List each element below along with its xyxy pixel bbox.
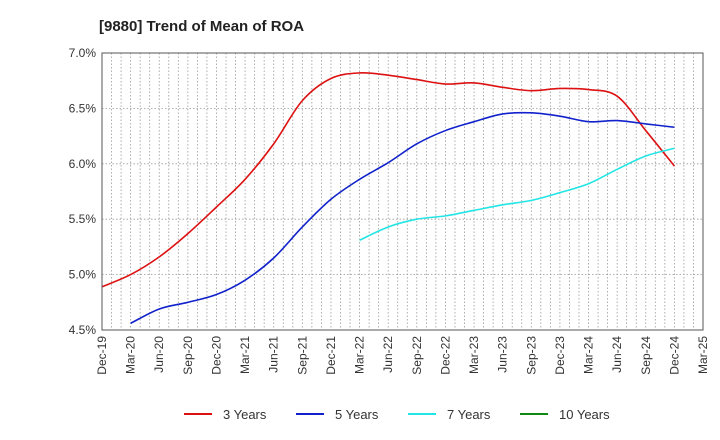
y-tick-label: 6.0% — [69, 157, 97, 171]
chart-title: [9880] Trend of Mean of ROA — [99, 18, 304, 35]
series-line-7-years — [359, 147, 675, 241]
y-tick-label: 4.5% — [69, 323, 97, 337]
y-tick-label: 5.0% — [69, 268, 97, 282]
x-tick-label: Sep-24 — [639, 336, 653, 375]
x-tick-label: Jun-23 — [496, 336, 510, 373]
x-tick-label: Mar-22 — [353, 336, 367, 374]
x-tick-label: Dec-23 — [553, 336, 567, 375]
x-tick-label: Mar-23 — [467, 336, 481, 374]
grid-lines — [102, 52, 703, 331]
x-tick-label: Mar-25 — [696, 336, 710, 374]
y-tick-label: 5.5% — [69, 212, 97, 226]
series-lines — [101, 72, 676, 325]
x-tick-label: Dec-24 — [667, 336, 681, 375]
legend-label-7-years: 7 Years — [447, 407, 491, 422]
legend-label-5-years: 5 Years — [335, 407, 379, 422]
x-tick-label: Sep-20 — [181, 336, 195, 375]
series-line-5-years — [130, 111, 675, 325]
x-tick-label: Dec-21 — [324, 336, 338, 375]
series-line-3-years — [101, 72, 676, 288]
x-tick-label: Sep-23 — [524, 336, 538, 375]
x-axis-ticks: Dec-19 Mar-20 Jun-20 Sep-20 Dec-20 Mar-21 Jun-… — [95, 336, 710, 375]
y-tick-label: 7.0% — [69, 46, 97, 60]
x-tick-label: Jun-22 — [381, 336, 395, 373]
y-axis-ticks: 4.5% 5.0% 5.5% 6.0% 6.5% 7.0% — [69, 46, 97, 337]
x-tick-label: Dec-22 — [438, 336, 452, 375]
x-tick-label: Mar-21 — [238, 336, 252, 374]
x-tick-label: Sep-22 — [410, 336, 424, 375]
x-tick-label: Dec-20 — [209, 336, 223, 375]
plot-frame — [101, 52, 704, 331]
legend: 3 Years 5 Years 7 Years 10 Years — [184, 407, 610, 422]
x-tick-label: Jun-20 — [152, 336, 166, 373]
y-tick-label: 6.5% — [69, 101, 97, 115]
x-tick-label: Sep-21 — [295, 336, 309, 375]
x-tick-label: Jun-21 — [267, 336, 281, 373]
legend-label-3-years: 3 Years — [223, 407, 267, 422]
x-tick-label: Mar-24 — [582, 336, 596, 374]
x-tick-label: Mar-20 — [124, 336, 138, 374]
plot-area — [102, 53, 703, 330]
x-tick-label: Dec-19 — [95, 336, 109, 375]
legend-label-10-years: 10 Years — [559, 407, 610, 422]
x-tick-label: Jun-24 — [610, 336, 624, 373]
